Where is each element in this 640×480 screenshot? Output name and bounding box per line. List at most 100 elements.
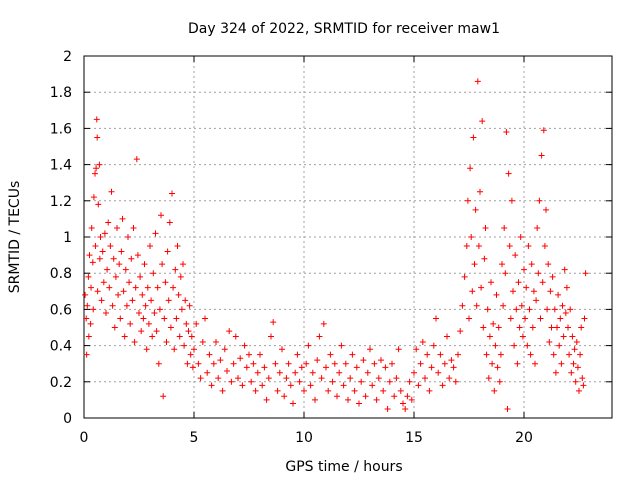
data-point bbox=[161, 315, 168, 322]
data-point bbox=[360, 357, 367, 364]
data-point bbox=[298, 364, 305, 371]
data-point bbox=[492, 342, 499, 349]
data-point bbox=[535, 270, 542, 277]
data-point bbox=[199, 338, 206, 345]
data-point bbox=[129, 297, 136, 304]
data-point bbox=[189, 364, 196, 371]
data-point bbox=[411, 369, 417, 376]
data-point bbox=[499, 261, 505, 268]
data-point bbox=[215, 375, 222, 382]
data-point bbox=[173, 315, 180, 322]
data-point bbox=[523, 284, 530, 291]
data-point bbox=[502, 270, 509, 277]
data-point bbox=[375, 375, 382, 382]
data-point bbox=[555, 291, 562, 298]
data-point bbox=[158, 212, 164, 219]
data-point bbox=[107, 243, 114, 250]
data-point bbox=[314, 357, 321, 364]
data-point bbox=[389, 360, 395, 367]
data-point bbox=[526, 306, 533, 313]
data-point bbox=[534, 224, 541, 231]
data-point bbox=[393, 375, 400, 382]
data-point bbox=[219, 387, 226, 394]
data-point bbox=[519, 333, 526, 340]
data-point bbox=[149, 333, 156, 340]
data-point bbox=[506, 243, 513, 250]
data-point bbox=[160, 393, 167, 400]
data-point bbox=[155, 360, 162, 367]
data-point bbox=[285, 360, 292, 367]
data-point bbox=[569, 333, 576, 340]
data-point bbox=[151, 310, 158, 317]
data-point bbox=[515, 279, 522, 286]
data-point bbox=[448, 357, 455, 364]
data-point bbox=[281, 393, 288, 400]
data-point bbox=[395, 346, 402, 353]
data-point bbox=[287, 382, 294, 389]
data-point bbox=[402, 405, 409, 412]
data-point bbox=[331, 360, 338, 367]
data-point bbox=[128, 255, 135, 262]
data-point bbox=[511, 342, 518, 349]
data-point bbox=[574, 364, 581, 371]
data-point bbox=[276, 369, 283, 376]
data-point bbox=[474, 78, 481, 85]
data-point bbox=[126, 279, 133, 286]
data-point bbox=[570, 360, 577, 367]
data-point bbox=[417, 360, 424, 367]
data-point bbox=[473, 302, 480, 309]
data-point bbox=[115, 291, 122, 298]
data-point bbox=[230, 360, 237, 367]
data-point bbox=[362, 393, 369, 400]
y-tick-label: 1.8 bbox=[50, 85, 72, 101]
data-point bbox=[537, 315, 544, 322]
data-point bbox=[501, 224, 508, 231]
data-point bbox=[213, 338, 219, 345]
data-point bbox=[400, 400, 406, 407]
data-point bbox=[481, 255, 488, 262]
data-point bbox=[185, 328, 192, 335]
data-point bbox=[496, 378, 503, 385]
data-point bbox=[187, 351, 194, 358]
data-point bbox=[557, 315, 564, 322]
data-point bbox=[488, 279, 494, 286]
data-point bbox=[136, 310, 142, 317]
data-point bbox=[562, 310, 569, 317]
data-point bbox=[554, 324, 560, 331]
data-point bbox=[309, 369, 316, 376]
data-point bbox=[246, 351, 252, 358]
data-point bbox=[508, 197, 515, 204]
data-point bbox=[371, 360, 378, 367]
data-point bbox=[536, 197, 543, 204]
data-point bbox=[174, 243, 181, 250]
data-point bbox=[96, 255, 103, 262]
data-point bbox=[248, 378, 255, 385]
data-point bbox=[250, 360, 257, 367]
data-point bbox=[540, 127, 547, 134]
data-point bbox=[243, 364, 250, 371]
x-axis-label: GPS time / hours bbox=[285, 459, 402, 475]
y-tick-label: 1 bbox=[63, 230, 72, 246]
data-point bbox=[547, 288, 554, 295]
data-point bbox=[461, 273, 468, 280]
data-point bbox=[272, 360, 279, 367]
data-point bbox=[419, 338, 426, 345]
data-point bbox=[268, 333, 274, 340]
y-tick-label: 1.2 bbox=[50, 194, 72, 210]
data-point bbox=[88, 284, 95, 291]
data-point bbox=[235, 375, 241, 382]
axis-ticks bbox=[83, 55, 612, 419]
data-point bbox=[307, 382, 314, 389]
data-point bbox=[184, 360, 191, 367]
data-point bbox=[559, 302, 566, 309]
y-tick-label: 2 bbox=[63, 49, 72, 65]
data-point bbox=[254, 369, 261, 376]
data-point bbox=[188, 333, 195, 340]
data-point bbox=[237, 355, 244, 362]
data-point bbox=[204, 369, 211, 376]
data-point bbox=[552, 369, 559, 376]
data-point bbox=[380, 387, 387, 394]
data-point bbox=[493, 291, 500, 298]
data-point bbox=[426, 387, 433, 394]
